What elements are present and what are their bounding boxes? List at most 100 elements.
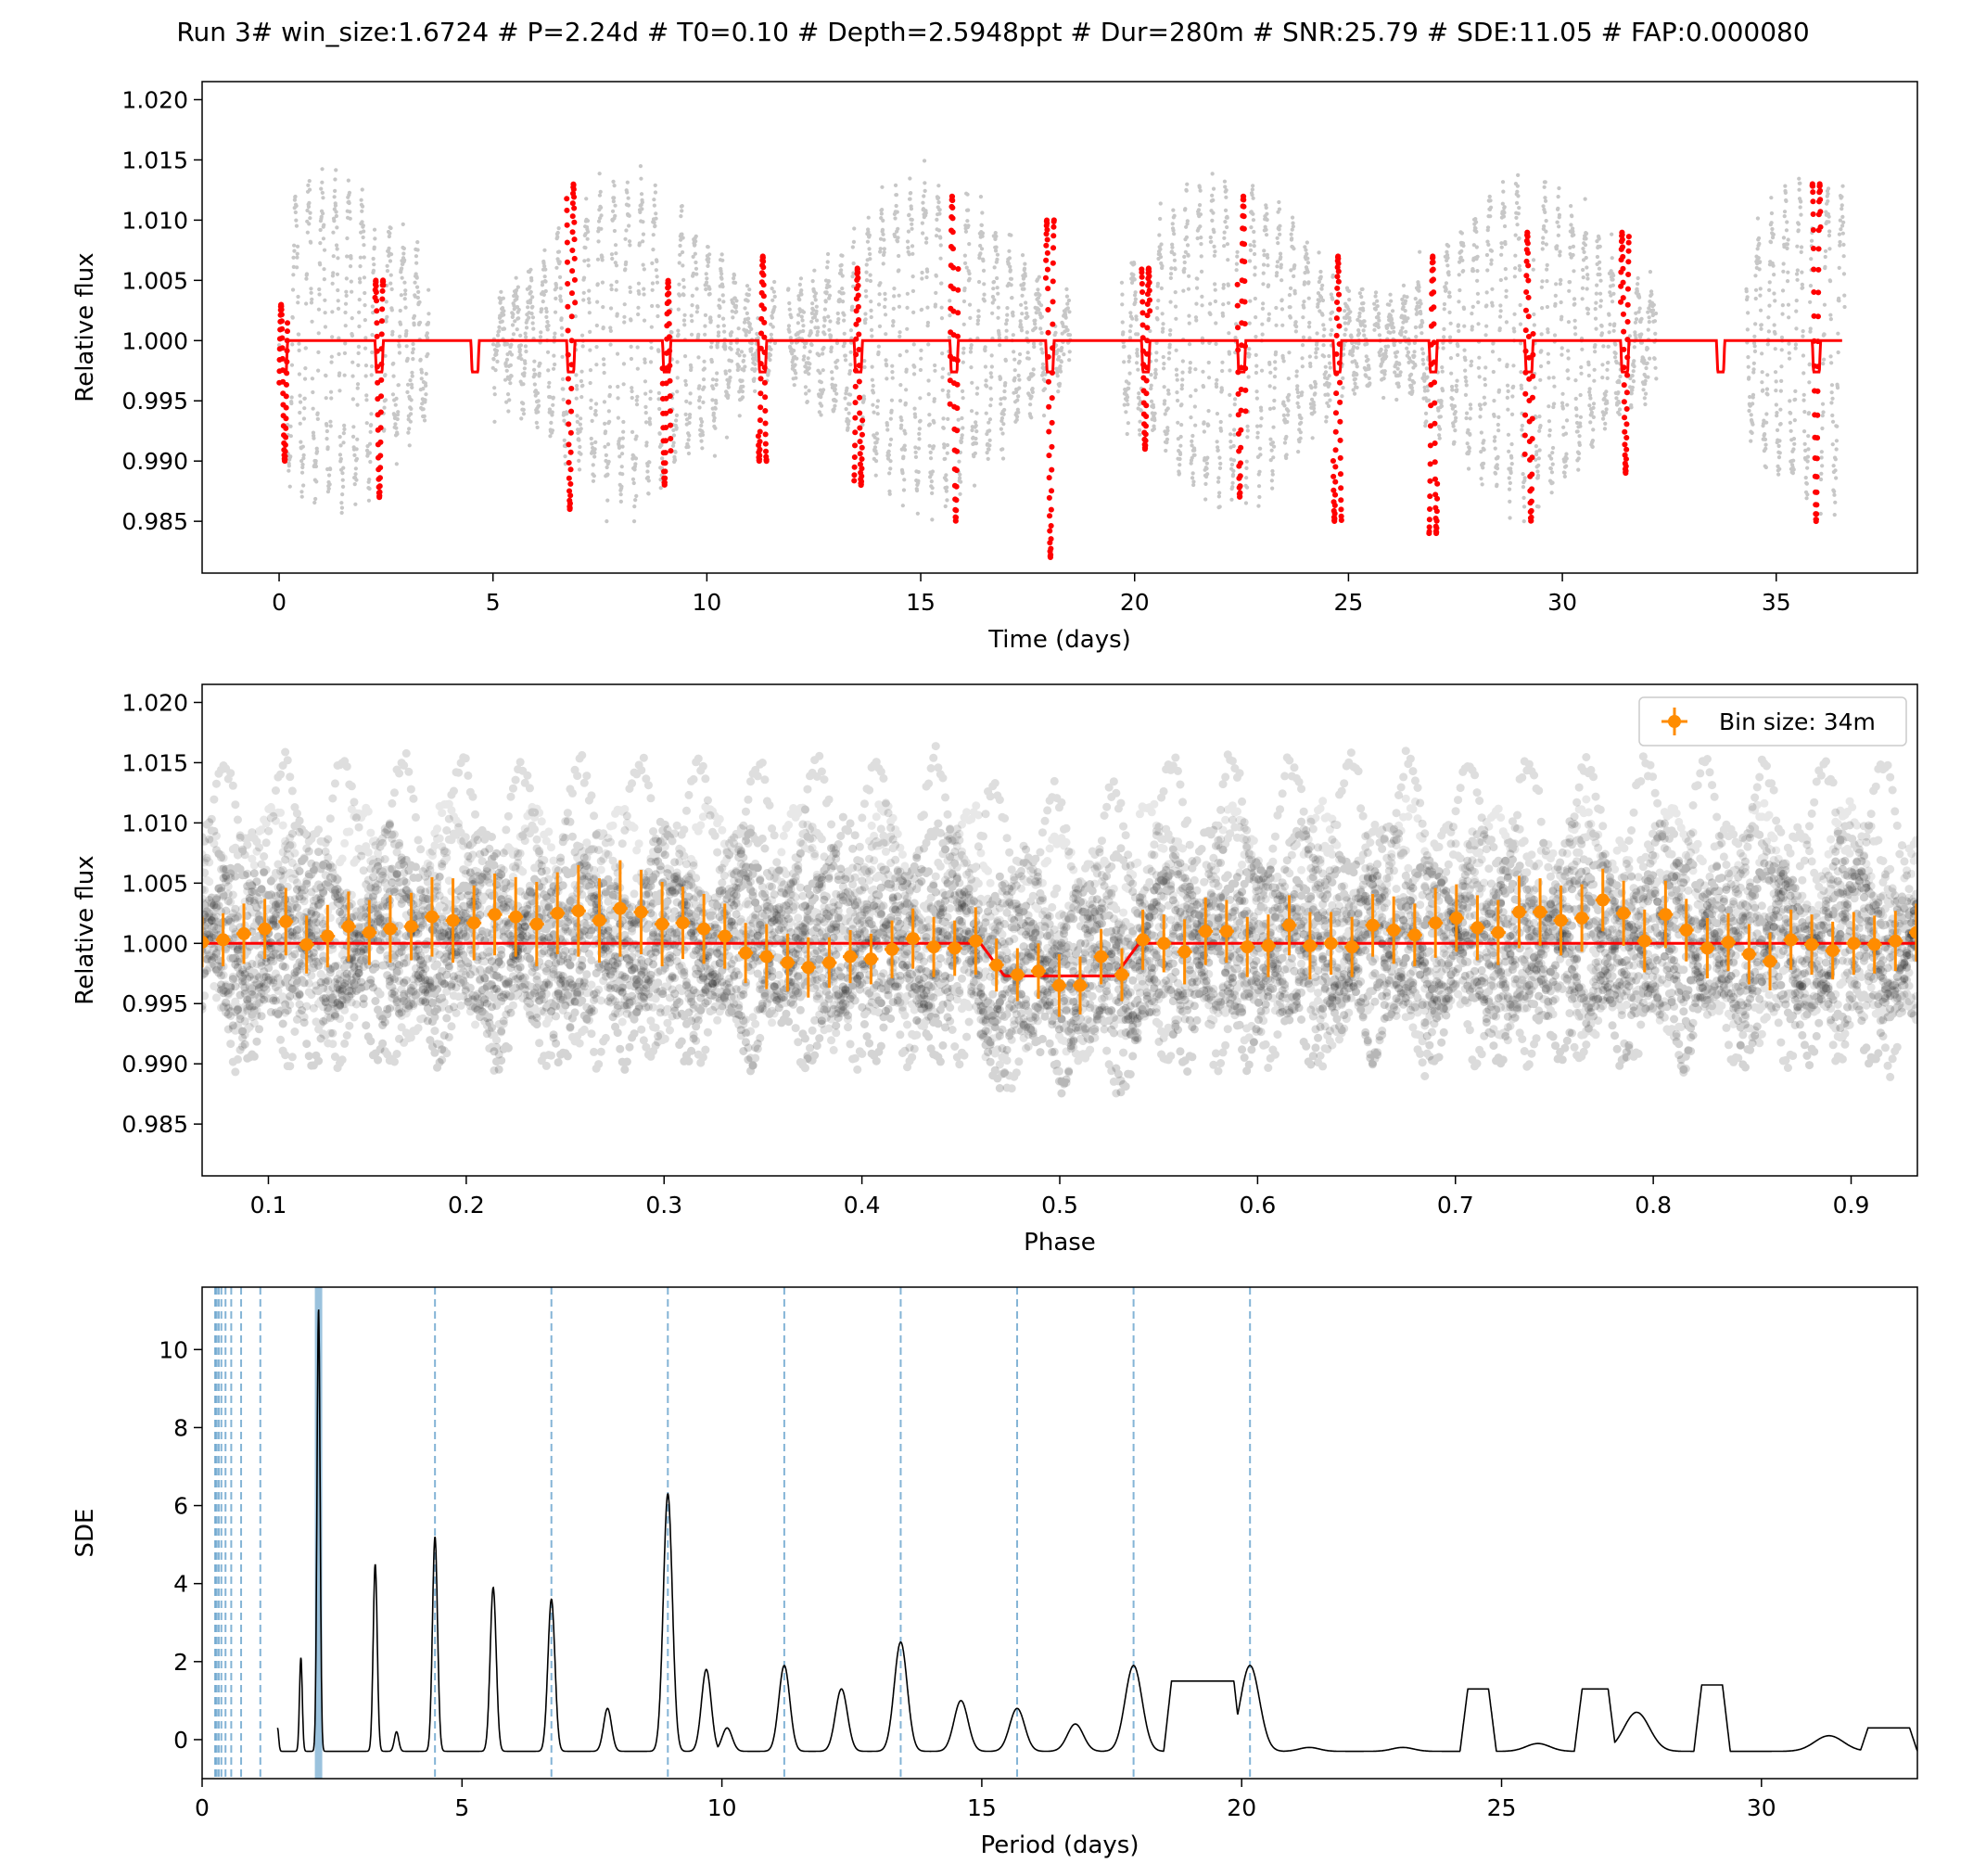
y-tick-label: 1.005 — [121, 870, 188, 897]
binned-point — [759, 950, 773, 964]
in-transit-marker — [372, 277, 387, 501]
binned-point — [1826, 944, 1840, 958]
binned-point — [948, 941, 961, 955]
binned-point — [404, 920, 418, 934]
binned-point — [844, 950, 858, 964]
binned-point — [1449, 912, 1463, 925]
y-axis-label: Relative flux — [71, 855, 99, 1004]
y-tick-label: 6 — [173, 1493, 188, 1520]
binned-point — [1261, 938, 1275, 952]
binned-point — [822, 956, 836, 970]
binned-point — [1387, 924, 1401, 937]
binned-point — [718, 929, 732, 943]
binned-point — [781, 956, 795, 970]
x-tick-label: 5 — [454, 1794, 469, 1821]
binned-point — [739, 946, 753, 960]
in-transit-marker — [1809, 181, 1824, 525]
binned-point — [969, 934, 983, 948]
x-tick-label: 25 — [1487, 1794, 1517, 1821]
binned-point — [551, 906, 565, 920]
binned-point — [1429, 916, 1443, 930]
binned-point — [1115, 968, 1129, 982]
y-tick-label: 0.985 — [121, 508, 188, 535]
y-tick-label: 0.990 — [121, 448, 188, 475]
y-tick-label: 0.995 — [121, 388, 188, 415]
y-tick-label: 0.995 — [121, 990, 188, 1017]
binned-point — [363, 925, 376, 939]
binned-point — [885, 942, 899, 956]
in-transit-marker — [276, 301, 291, 465]
x-axis-label: Phase — [1024, 1229, 1096, 1257]
binned-point — [425, 910, 439, 924]
legend: Bin size: 34m — [1638, 696, 1907, 747]
y-tick-label: 0 — [173, 1727, 188, 1754]
x-tick-label: 0 — [272, 589, 286, 616]
p3-plot-area — [214, 1287, 1917, 1779]
binned-point — [1178, 945, 1191, 959]
y-tick-label: 1.000 — [121, 327, 188, 354]
binned-point — [1199, 925, 1213, 938]
binned-point — [1679, 924, 1693, 937]
y-tick-label: 2 — [173, 1649, 188, 1676]
binned-point — [202, 935, 209, 949]
x-tick-label: 10 — [692, 589, 721, 616]
binned-point — [1345, 940, 1359, 954]
transit-model-line — [283, 338, 1842, 374]
in-transit-marker — [1618, 229, 1632, 477]
binned-point — [1867, 938, 1881, 951]
axes-frame — [201, 1286, 1918, 1780]
x-tick-label: 0 — [195, 1794, 210, 1821]
binned-point — [571, 904, 585, 918]
binned-point — [299, 938, 313, 951]
binned-point — [1136, 933, 1150, 947]
binned-point — [1617, 906, 1631, 920]
binned-point — [906, 932, 920, 946]
in-transit-marker — [659, 277, 674, 488]
x-tick-label: 0.6 — [1239, 1192, 1276, 1219]
binned-point — [1011, 968, 1025, 982]
in-transit-marker — [1330, 253, 1344, 524]
best-period-band — [314, 1287, 323, 1779]
binned-point — [1303, 938, 1317, 952]
binned-point — [1491, 925, 1505, 939]
binned-point — [1554, 913, 1568, 927]
y-axis-label: SDE — [71, 1509, 99, 1558]
x-tick-label: 30 — [1747, 1794, 1776, 1821]
binned-point — [927, 940, 941, 954]
in-transit-marker — [947, 193, 961, 524]
binned-point — [1889, 934, 1903, 948]
binned-point — [1909, 925, 1917, 939]
x-tick-label: 35 — [1762, 589, 1791, 616]
binned-point — [1282, 918, 1296, 932]
binned-point — [1219, 925, 1233, 938]
binned-point — [467, 916, 481, 930]
binned-point — [1847, 937, 1861, 951]
binned-points — [202, 860, 1917, 1017]
x-tick-label: 0.8 — [1635, 1192, 1672, 1219]
binned-point — [989, 958, 1003, 972]
binned-point — [801, 961, 815, 975]
p2-plot-area — [202, 742, 1917, 1098]
y-tick-label: 10 — [159, 1336, 188, 1363]
y-tick-label: 1.020 — [121, 689, 188, 716]
binned-point — [1470, 921, 1484, 935]
binned-point — [1659, 908, 1673, 922]
binned-point — [1763, 954, 1777, 968]
binned-point — [1575, 912, 1589, 925]
y-tick-label: 0.990 — [121, 1051, 188, 1078]
binned-point — [383, 922, 397, 936]
y-tick-label: 1.020 — [121, 86, 188, 113]
binned-point — [488, 908, 502, 922]
binned-point — [656, 917, 669, 931]
in-transit-marker — [1426, 253, 1441, 537]
sde-curve — [276, 1309, 1917, 1753]
binned-point — [613, 901, 627, 915]
binned-point — [1512, 905, 1526, 919]
x-tick-label: 0.4 — [844, 1192, 881, 1219]
y-tick-label: 1.000 — [121, 930, 188, 957]
y-tick-label: 1.010 — [121, 207, 188, 234]
binned-point — [1700, 941, 1714, 955]
binned-point — [1073, 978, 1087, 992]
binned-point — [509, 910, 523, 924]
legend-marker — [1668, 715, 1681, 728]
